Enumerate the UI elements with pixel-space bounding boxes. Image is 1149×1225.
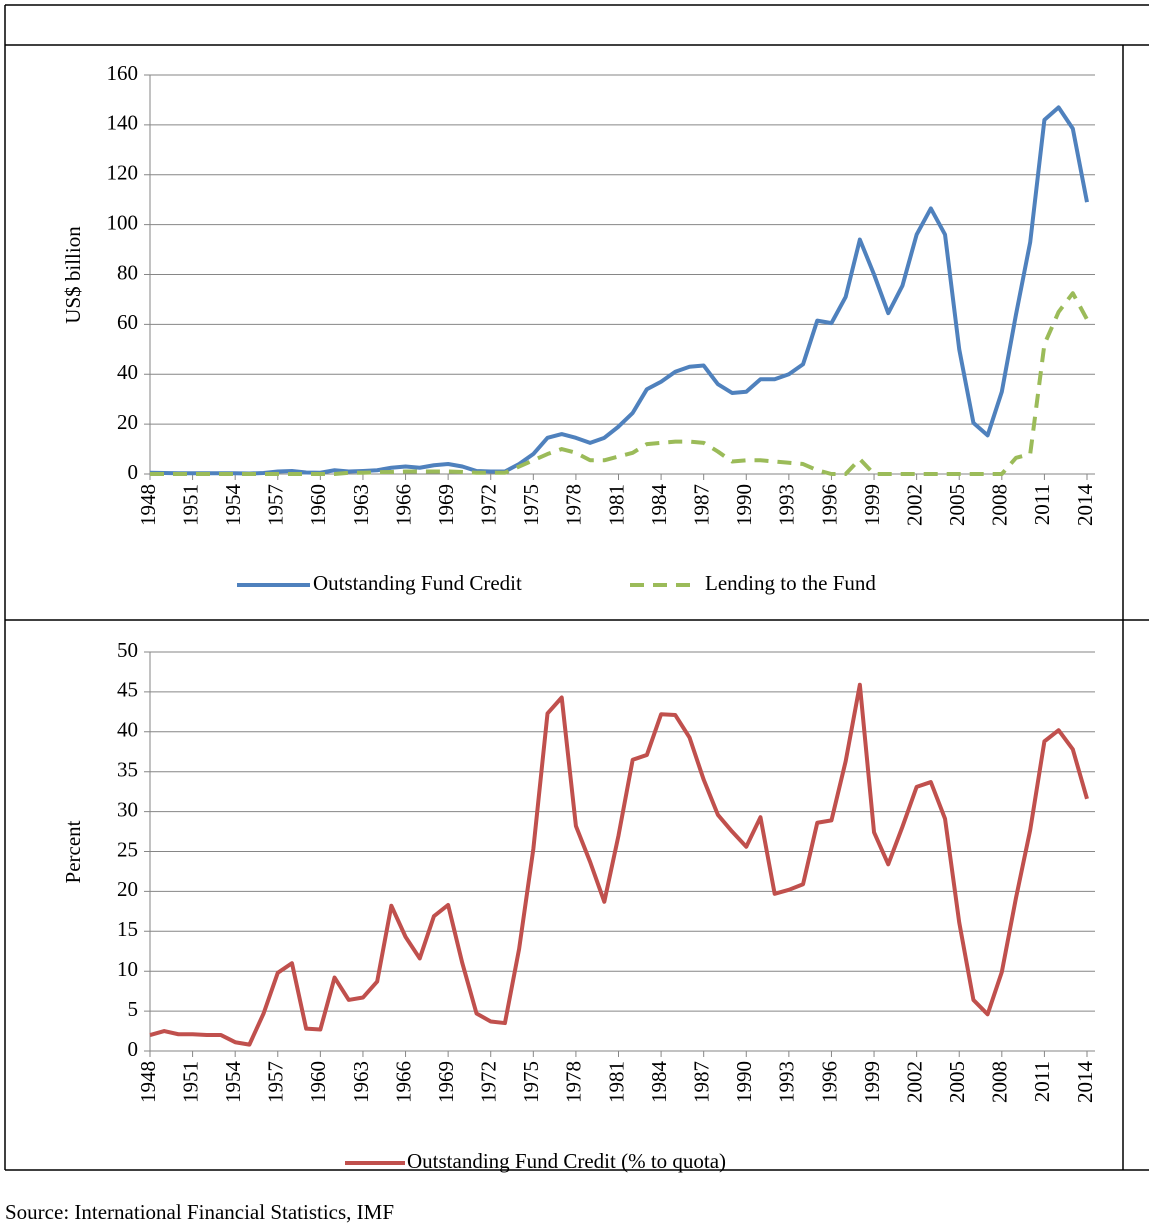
x-tick-label: 1999 bbox=[860, 484, 884, 526]
x-tick-label: 1990 bbox=[732, 484, 756, 526]
x-tick-label: 1993 bbox=[775, 484, 799, 526]
x-tick-label: 1975 bbox=[519, 1061, 543, 1103]
x-tick-label: 2005 bbox=[945, 484, 969, 526]
y-tick-label: 40 bbox=[117, 718, 138, 742]
x-tick-label: 2011 bbox=[1030, 1061, 1054, 1102]
y-tick-label: 40 bbox=[117, 360, 138, 384]
y-tick-label: 45 bbox=[117, 678, 138, 702]
data-line bbox=[149, 105, 1089, 476]
x-tick-label: 1987 bbox=[689, 1061, 713, 1103]
x-tick-label: 1981 bbox=[604, 484, 628, 526]
x-tick-label: 1996 bbox=[817, 1061, 841, 1103]
y-tick-label: 20 bbox=[117, 410, 138, 434]
y-tick-label: 30 bbox=[117, 797, 138, 821]
x-tick-label: 1960 bbox=[306, 1061, 330, 1103]
x-tick-label: 1975 bbox=[519, 484, 543, 526]
x-tick-label: 1972 bbox=[477, 1061, 501, 1103]
y-tick-label: 60 bbox=[117, 310, 138, 334]
y-tick-label: 0 bbox=[128, 1037, 139, 1061]
y-tick-label: 100 bbox=[107, 210, 139, 234]
x-tick-label: 1957 bbox=[264, 484, 288, 526]
x-tick-label: 1963 bbox=[349, 1061, 373, 1103]
x-tick-label: 1978 bbox=[562, 1061, 586, 1103]
y-tick-label: 10 bbox=[117, 957, 138, 981]
x-tick-label: 1951 bbox=[178, 484, 202, 526]
legend-label: Outstanding Fund Credit (% to quota) bbox=[407, 1149, 726, 1173]
x-tick-label: 1969 bbox=[434, 484, 458, 526]
data-line bbox=[149, 682, 1089, 1047]
x-tick-label: 2005 bbox=[945, 1061, 969, 1103]
x-tick-label: 1984 bbox=[647, 484, 671, 527]
legend-label: Lending to the Fund bbox=[705, 571, 876, 595]
y-tick-label: 20 bbox=[117, 877, 138, 901]
y-tick-label: 80 bbox=[117, 260, 138, 284]
x-tick-label: 1957 bbox=[264, 1061, 288, 1103]
x-tick-label: 2008 bbox=[988, 484, 1012, 526]
x-tick-label: 1948 bbox=[136, 1061, 160, 1103]
x-tick-label: 1969 bbox=[434, 1061, 458, 1103]
y-tick-label: 0 bbox=[128, 460, 139, 484]
x-tick-label: 1960 bbox=[306, 484, 330, 526]
x-tick-label: 1948 bbox=[136, 484, 160, 526]
x-tick-label: 1996 bbox=[817, 484, 841, 526]
data-line bbox=[150, 291, 1089, 476]
x-tick-label: 1999 bbox=[860, 1061, 884, 1103]
x-tick-label: 1993 bbox=[775, 1061, 799, 1103]
y-tick-label: 5 bbox=[128, 997, 139, 1021]
y-tick-label: 15 bbox=[117, 917, 138, 941]
x-tick-label: 2008 bbox=[988, 1061, 1012, 1103]
x-tick-label: 2011 bbox=[1030, 484, 1054, 525]
y-tick-label: 120 bbox=[107, 161, 139, 185]
x-tick-label: 1951 bbox=[178, 1061, 202, 1103]
y-tick-label: 35 bbox=[117, 758, 138, 782]
x-tick-label: 2014 bbox=[1073, 484, 1097, 527]
x-tick-label: 2014 bbox=[1073, 1061, 1097, 1104]
x-tick-label: 1990 bbox=[732, 1061, 756, 1103]
x-tick-label: 1954 bbox=[221, 1061, 245, 1104]
source: Source: International Financial Statisti… bbox=[5, 1200, 394, 1224]
x-tick-label: 1966 bbox=[391, 484, 415, 526]
x-tick-label: 1966 bbox=[391, 1061, 415, 1103]
x-tick-label: 2002 bbox=[902, 484, 926, 526]
x-tick-label: 1954 bbox=[221, 484, 245, 527]
y-axis-label: Percent bbox=[61, 820, 85, 883]
x-tick-label: 1978 bbox=[562, 484, 586, 526]
y-axis-label: US$ billion bbox=[61, 226, 85, 324]
x-tick-label: 1972 bbox=[477, 484, 501, 526]
x-tick-label: 1981 bbox=[604, 1061, 628, 1103]
y-tick-label: 25 bbox=[117, 837, 138, 861]
x-tick-label: 2002 bbox=[902, 1061, 926, 1103]
x-tick-label: 1963 bbox=[349, 484, 373, 526]
legend-label: Outstanding Fund Credit bbox=[313, 571, 522, 595]
x-tick-label: 1987 bbox=[689, 484, 713, 526]
y-tick-label: 160 bbox=[107, 61, 139, 85]
y-tick-label: 140 bbox=[107, 111, 139, 135]
y-tick-label: 50 bbox=[117, 638, 138, 662]
x-tick-label: 1984 bbox=[647, 1061, 671, 1104]
